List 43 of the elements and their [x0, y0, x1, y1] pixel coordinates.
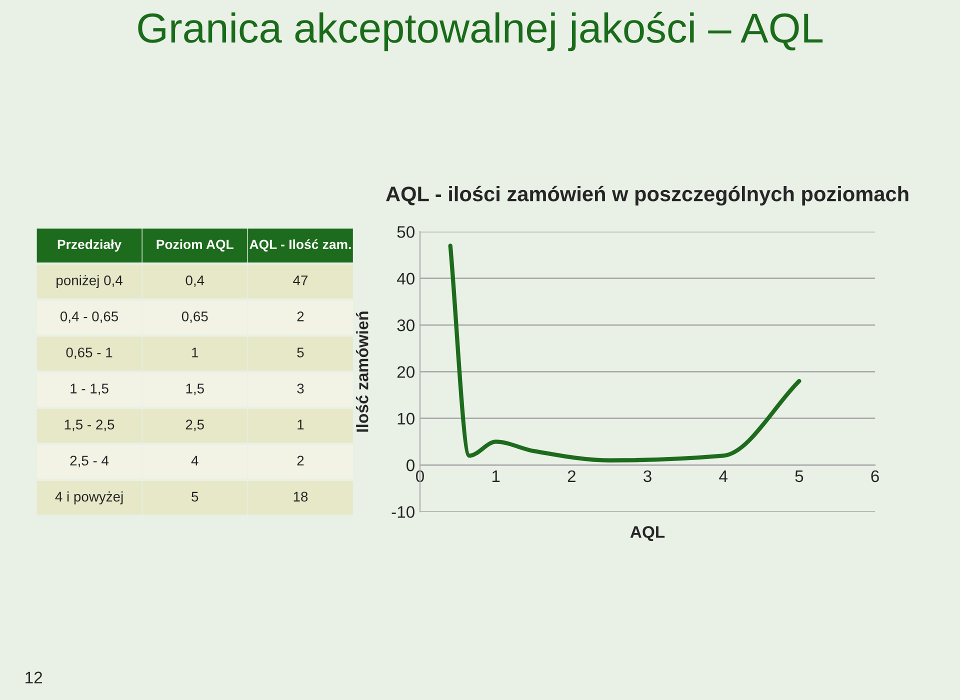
text: 2,5 — [186, 420, 204, 432]
text: 2,5 - 4 — [70, 456, 109, 468]
line-series — [448, 244, 802, 462]
chart-title: Granica akceptowalnej jakości – AQL — [138, 12, 823, 52]
text: Poziom AQL — [156, 239, 234, 252]
y-tick-label: 40 — [396, 272, 414, 285]
x-tick-label: 5 — [795, 470, 804, 482]
text: 1 - 1,5 — [70, 384, 108, 396]
x-tick-label: 2 — [568, 470, 576, 482]
text: AQL - Ilość zam. — [250, 239, 351, 252]
y-tick-label: -10 — [392, 506, 414, 518]
text: 47 — [293, 276, 308, 286]
x-tick-label: 3 — [644, 470, 652, 482]
y-tick-label: 20 — [397, 366, 414, 378]
text: 0,4 - 0,65 — [60, 312, 118, 323]
x-tick-label: 1 — [492, 470, 500, 482]
text: 18 — [294, 492, 308, 502]
text: 4 i powyżej — [55, 491, 123, 504]
y-tick-label: 30 — [397, 319, 414, 332]
y-tick-label: 0 — [406, 459, 414, 472]
chart-subtitle: AQL - ilości zamówień w poszczególnych poziomach — [386, 186, 908, 206]
text: poniżej 0,4 — [56, 275, 122, 288]
text: 1 — [298, 420, 304, 430]
x-tick-label: 6 — [871, 470, 879, 482]
text: Przedziały — [58, 239, 122, 252]
text: 4 — [191, 456, 198, 466]
text: 12 — [26, 672, 42, 684]
x-axis-title: AQL — [630, 526, 665, 542]
text: 1,5 — [186, 384, 204, 396]
y-axis-title: Ilość zamówień — [356, 312, 368, 432]
text: 1 — [192, 348, 198, 358]
text: 3 — [297, 384, 304, 394]
x-tick-label: 4 — [719, 470, 728, 482]
text: 5 — [297, 348, 304, 358]
text: 0,4 — [186, 275, 204, 287]
y-tick-label: 10 — [398, 412, 414, 425]
text: 0,65 - 1 — [66, 348, 112, 360]
text: 5 — [192, 492, 198, 502]
y-tick-label: 50 — [397, 226, 414, 238]
text: 2 — [297, 456, 304, 466]
text: 1,5 - 2,5 — [64, 420, 114, 432]
text: 0,65 — [182, 312, 208, 323]
text: 2 — [297, 312, 304, 322]
